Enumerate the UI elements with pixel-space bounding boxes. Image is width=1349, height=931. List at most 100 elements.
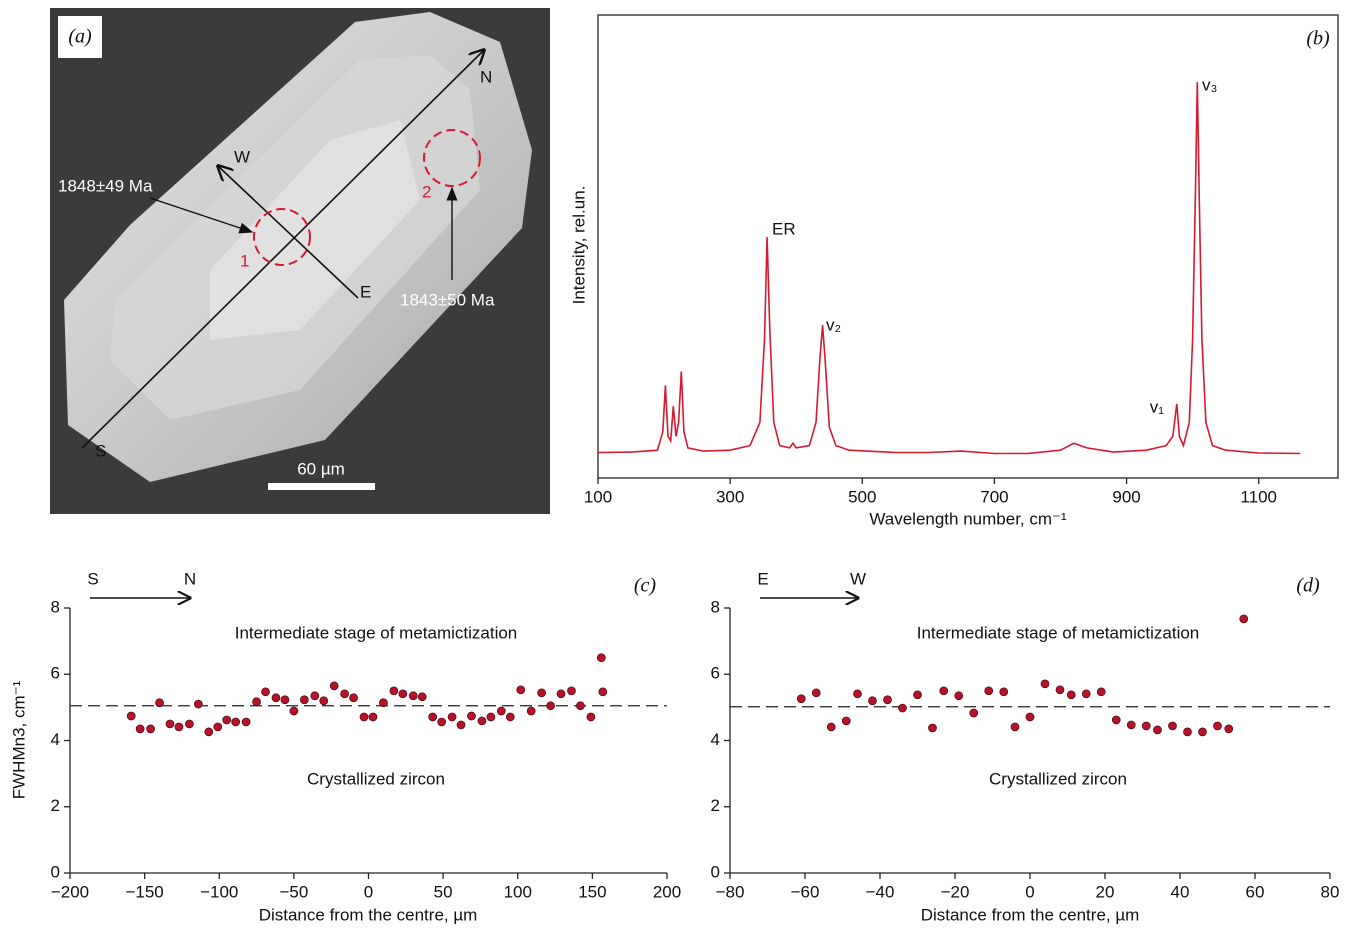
data-point xyxy=(1153,725,1162,735)
x-tick-label: −200 xyxy=(51,882,89,901)
data-point xyxy=(252,697,261,707)
data-point xyxy=(271,693,281,703)
data-point xyxy=(447,712,457,722)
x-tick-label: −60 xyxy=(791,882,820,901)
x-tick-label: 150 xyxy=(578,882,606,901)
plot-frame xyxy=(597,14,1339,479)
spectrum-line xyxy=(597,82,1301,455)
annotation: Intermediate stage of metamictization xyxy=(235,623,518,642)
age-arrow-1 xyxy=(149,197,254,234)
x-axis-label: Distance from the centre, µm xyxy=(259,905,478,924)
direction-label: E xyxy=(360,282,371,301)
data-point xyxy=(289,706,299,716)
data-point xyxy=(1081,689,1091,699)
y-axis-label: Intensity, rel.un. xyxy=(569,186,588,305)
spot-label: 1 xyxy=(240,251,249,270)
x-tick-label: 100 xyxy=(504,882,532,901)
data-point xyxy=(126,711,136,721)
direction-label: W xyxy=(234,147,250,166)
data-point xyxy=(213,722,223,732)
age-label: 1848±49 Ma xyxy=(58,176,153,195)
data-point xyxy=(310,691,320,701)
data-point xyxy=(437,717,446,727)
panel-label: (c) xyxy=(634,575,657,597)
data-point xyxy=(185,719,194,729)
spot-label: 2 xyxy=(422,182,431,201)
data-point xyxy=(556,689,566,699)
data-point xyxy=(913,690,922,700)
y-tick-label: 6 xyxy=(51,664,60,683)
data-point xyxy=(928,723,937,733)
x-axis-label: Wavelength number, cm⁻¹ xyxy=(869,509,1067,528)
data-point xyxy=(204,727,214,737)
s-n-profile xyxy=(81,50,484,449)
panel-label: (a) xyxy=(68,26,92,48)
data-point xyxy=(389,686,399,696)
y-tick-label: 0 xyxy=(51,862,60,881)
data-point xyxy=(596,653,606,663)
data-point xyxy=(526,706,536,716)
data-point xyxy=(456,720,466,730)
y-tick-label: 0 xyxy=(711,862,720,881)
data-point xyxy=(428,712,438,722)
data-point xyxy=(939,686,949,696)
x-tick-label: 50 xyxy=(434,882,453,901)
data-point xyxy=(1141,721,1151,731)
data-point xyxy=(194,699,203,709)
direction-label: S xyxy=(95,441,106,460)
x-tick-label: 20 xyxy=(1096,882,1115,901)
x-tick-label: −40 xyxy=(866,882,895,901)
annotation: Crystallized zircon xyxy=(989,769,1127,788)
x-axis-label: Distance from the centre, µm xyxy=(921,905,1140,924)
data-point xyxy=(546,701,555,711)
panel-label-box xyxy=(58,16,102,58)
data-point xyxy=(299,695,309,705)
x-tick-label: −20 xyxy=(941,882,970,901)
data-point xyxy=(417,692,427,702)
direction-label: S xyxy=(87,569,98,588)
data-point xyxy=(408,691,418,701)
x-tick-label: 700 xyxy=(980,487,1008,506)
x-tick-label: 500 xyxy=(848,487,876,506)
x-tick-label: 200 xyxy=(653,882,681,901)
direction-label: E xyxy=(757,569,768,588)
x-tick-label: 40 xyxy=(1171,882,1190,901)
annotation: ER xyxy=(772,219,796,238)
data-point xyxy=(984,686,994,696)
data-point xyxy=(1168,721,1177,731)
data-point xyxy=(368,712,378,722)
data-point xyxy=(586,712,596,722)
data-point xyxy=(1213,721,1222,731)
data-point xyxy=(826,722,836,732)
data-point xyxy=(241,717,251,727)
data-point xyxy=(796,694,806,704)
y-tick-label: 8 xyxy=(711,597,720,616)
data-point xyxy=(1055,685,1065,695)
x-tick-label: 0 xyxy=(364,882,373,901)
data-point xyxy=(379,698,388,708)
annotation: Crystallized zircon xyxy=(307,769,445,788)
data-point xyxy=(398,689,408,699)
x-tick-label: 300 xyxy=(716,487,744,506)
data-point xyxy=(329,681,339,691)
data-point xyxy=(349,693,358,703)
data-point xyxy=(505,712,515,722)
data-point xyxy=(319,696,329,706)
crystal-zone xyxy=(210,120,420,340)
data-point xyxy=(467,711,476,721)
annotation: v₁ xyxy=(1150,397,1165,416)
data-point xyxy=(576,701,585,711)
x-tick-label: −80 xyxy=(716,882,745,901)
direction-label: N xyxy=(184,569,196,588)
data-point xyxy=(280,695,290,705)
data-point xyxy=(537,688,546,698)
data-point xyxy=(359,712,369,722)
data-point xyxy=(146,724,155,734)
direction-label: N xyxy=(480,67,492,86)
y-axis-label: FWHMn3, cm⁻¹ xyxy=(9,680,28,799)
y-tick-label: 2 xyxy=(51,796,60,815)
data-point xyxy=(1010,722,1020,732)
scale-bar-label: 60 µm xyxy=(297,459,345,478)
annotation: v₃ xyxy=(1202,75,1217,94)
